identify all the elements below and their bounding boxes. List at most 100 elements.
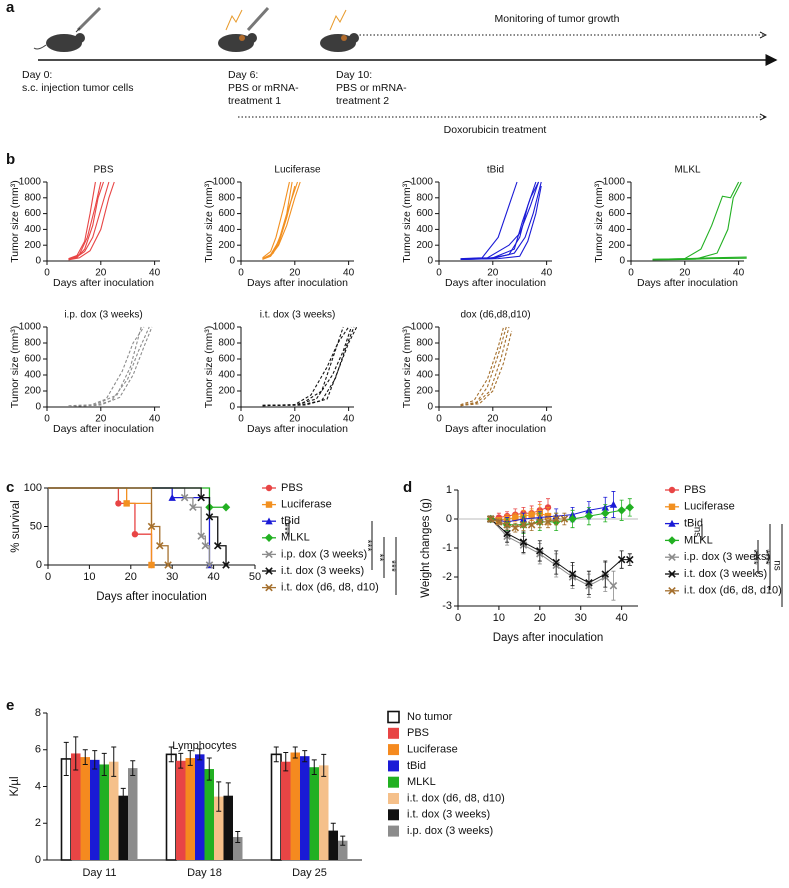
marker [667,536,677,545]
marker [568,514,577,524]
y-tick-label: 1000 [411,322,434,333]
marker [222,561,230,569]
x-axis-label: Days after inoculation [637,277,738,289]
y-tick-label: 2 [35,817,41,829]
x-tick-label: 0 [238,414,244,425]
bar [176,760,186,860]
bar [165,753,177,861]
y-tick-label: 600 [218,208,235,219]
bar [185,758,195,860]
y-tick-label: 200 [608,240,625,251]
marker [528,511,535,518]
legend-label: i.t. dox (d6, d8, d10) [281,582,379,594]
error-bar [302,750,308,763]
y-axis-label: Tumor size (mm³) [203,326,215,408]
marker [668,553,676,561]
y-tick-label: 800 [416,192,433,203]
marker [601,570,610,578]
event-label: s.c. injection tumor cells [22,82,133,94]
legend-label: MLKL [684,534,713,546]
chart-title: PBS [93,165,113,176]
marker [264,533,274,542]
survival-line [48,487,153,565]
y-tick-label: 6 [35,744,41,756]
chart: 0 50 100 0 10 20 30 40 50 Days after inoculation%… [10,482,397,603]
series-line [262,326,344,406]
y-axis-label: Tumor size (mm³) [9,326,21,408]
marker [265,567,273,575]
series-line [652,257,747,261]
chart-title: i.t. dox (3 weeks) [260,310,336,321]
marker [115,500,122,507]
y-tick-label: 1000 [19,322,42,333]
timeline-diagram [33,6,778,117]
y-tick-label: 1 [446,484,452,496]
legend-label: No tumor [407,711,453,723]
y-axis-label: Tumor size (mm³) [9,180,21,262]
marker [189,503,197,512]
series-line [68,326,153,407]
y-tick-label: 1000 [213,177,236,188]
event-label: PBS or mRNA- [228,82,299,94]
y-tick-label: 0 [35,854,41,866]
error-bar [101,752,107,776]
x-tick-label: 20 [679,268,691,279]
series-line [68,181,110,260]
survival-line [48,487,169,565]
legend-swatch [388,727,399,739]
error-bar [330,822,336,839]
mouse-icon [218,6,270,52]
bar [90,759,100,860]
x-tick-label: 40 [733,268,745,279]
series-line [68,326,150,407]
legend-label: i.t. dox (3 weeks) [407,809,490,821]
bar [233,837,243,860]
x-tick-label: 30 [166,571,178,583]
bar [290,752,300,860]
series-line [262,181,301,260]
panel-label: e [6,697,14,714]
x-tick-label: 20 [487,268,499,279]
y-tick-label: 50 [30,520,42,532]
x-tick-label: 40 [207,571,219,583]
error-bar [120,787,126,804]
series-line [460,181,540,260]
x-tick-label: 40 [343,268,355,279]
survival-line [48,487,211,565]
y-tick-label: 800 [24,192,41,203]
marker [486,515,495,523]
event-label: Day 0: [22,69,52,81]
marker [123,500,130,507]
chart-title: Luciferase [274,165,321,176]
series-line [262,326,350,407]
monitoring-label: Monitoring of tumor growth [495,13,620,25]
bar [204,769,214,860]
y-tick-label: 100 [24,482,42,494]
marker [552,515,560,523]
series-line [68,326,142,407]
significance-label: ns [771,560,782,571]
marker [519,538,528,546]
legend-label: Luciferase [407,744,458,756]
error-bar [168,746,174,763]
panel-label: b [6,151,15,168]
bar [328,830,338,860]
error-bar [111,746,117,777]
survival-line [48,487,211,565]
series-line [68,181,102,260]
x-tick-label: 40 [343,414,355,425]
marker [536,547,544,555]
marker [265,517,273,525]
legend-label: i.t. dox (3 weeks) [684,568,767,580]
bar [80,757,90,860]
error-bar [130,760,136,776]
marker [265,501,273,508]
marker [164,561,172,569]
series-line [262,185,296,260]
x-tick-label: 40 [616,612,628,624]
x-tick-label: 40 [541,268,553,279]
marker [601,509,610,518]
y-tick-label: 0 [35,256,41,267]
y-axis-label: Tumor size (mm³) [593,180,605,262]
chart: 0 200 400 600 800 1000 0 20 40 tBid Days after ino… [401,165,553,289]
